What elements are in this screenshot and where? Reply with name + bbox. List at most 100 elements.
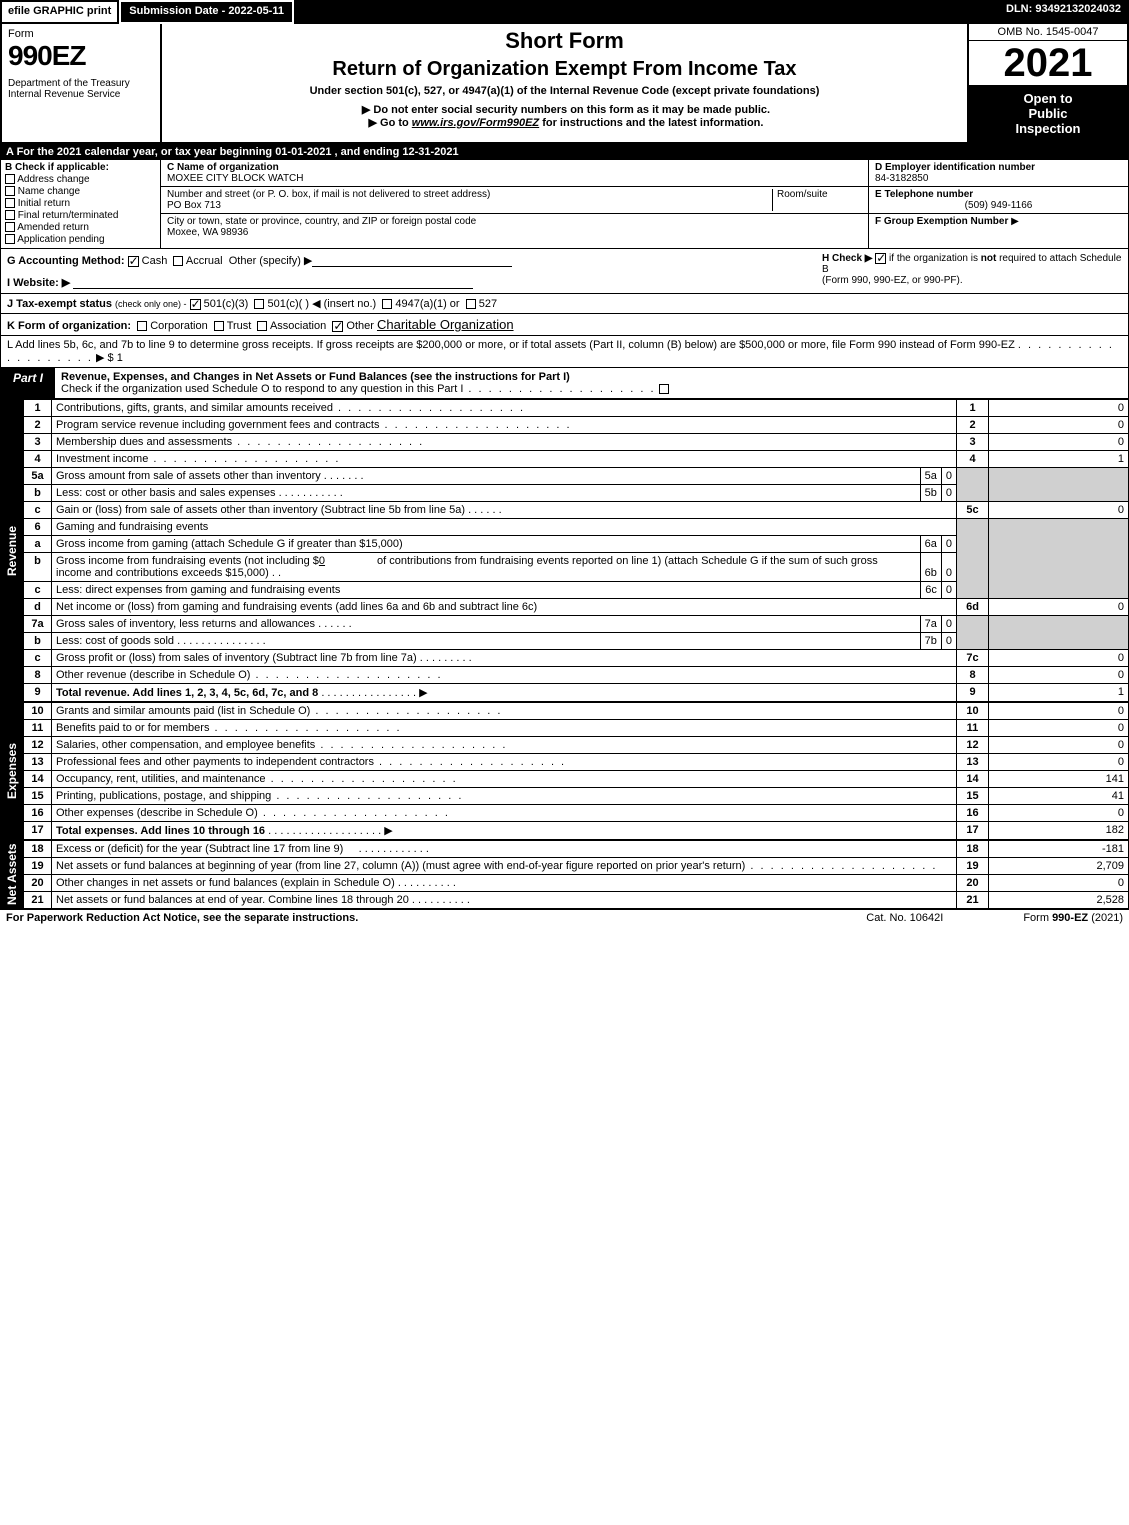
line-7a: 7aGross sales of inventory, less returns… [24, 616, 1129, 633]
line-5c: cGain or (loss) from sale of assets othe… [24, 502, 1129, 519]
j-4947-checkbox[interactable] [382, 299, 392, 309]
h-label: H Check ▶ [822, 253, 872, 264]
line-15: 15Printing, publications, postage, and s… [24, 788, 1129, 805]
header-mid: Short Form Return of Organization Exempt… [162, 24, 967, 142]
dln-label: DLN: 93492132024032 [998, 0, 1129, 24]
line-4: 4Investment income41 [24, 451, 1129, 468]
chk-name[interactable]: Name change [5, 186, 156, 197]
line-20: 20Other changes in net assets or fund ba… [24, 875, 1129, 892]
part1-header: Part I Revenue, Expenses, and Changes in… [0, 368, 1129, 399]
part1-checkbox[interactable] [659, 384, 669, 394]
form-word: Form [8, 28, 154, 40]
g-label: G Accounting Method: [7, 255, 125, 267]
h-text1: if the organization is [889, 253, 981, 264]
part1-title: Revenue, Expenses, and Changes in Net As… [55, 368, 1128, 398]
omb-number: OMB No. 1545-0047 [969, 24, 1127, 41]
short-form-title: Short Form [168, 28, 961, 54]
row-ghi: G Accounting Method: Cash Accrual Other … [0, 249, 1129, 294]
ghi-left: G Accounting Method: Cash Accrual Other … [7, 253, 822, 289]
cash-checkbox[interactable] [128, 256, 139, 267]
j-527-checkbox[interactable] [466, 299, 476, 309]
line-16: 16Other expenses (describe in Schedule O… [24, 805, 1129, 822]
netassets-section: Net Assets 18Excess or (deficit) for the… [0, 840, 1129, 909]
j-501c-checkbox[interactable] [254, 299, 264, 309]
line-6d: dNet income or (loss) from gaming and fu… [24, 599, 1129, 616]
open-public: Open to Public Inspection [969, 85, 1127, 142]
k-trust: Trust [227, 320, 252, 332]
org-name: MOXEE CITY BLOCK WATCH [167, 173, 862, 184]
line-7c: cGross profit or (loss) from sales of in… [24, 650, 1129, 667]
line-10: 10Grants and similar amounts paid (list … [24, 703, 1129, 720]
efile-label[interactable]: efile GRAPHIC print [0, 0, 119, 24]
city-label: City or town, state or province, country… [167, 216, 862, 227]
phone: (509) 949-1166 [875, 200, 1122, 211]
section-a: A For the 2021 calendar year, or tax yea… [0, 144, 1129, 160]
ein: 84-3182850 [875, 173, 1122, 184]
chk-pending[interactable]: Application pending [5, 234, 156, 245]
k-trust-checkbox[interactable] [214, 321, 224, 331]
line-21: 21Net assets or fund balances at end of … [24, 892, 1129, 909]
chk-final[interactable]: Final return/terminated [5, 210, 156, 221]
group-label: F Group Exemption Number [875, 216, 1008, 227]
other-input[interactable] [312, 253, 512, 267]
b-title: B Check if applicable: [5, 162, 156, 173]
chk-address[interactable]: Address change [5, 174, 156, 185]
h-checkbox[interactable] [875, 253, 886, 264]
room-label: Room/suite [772, 189, 862, 211]
j-501c3: 501(c)(3) [204, 298, 249, 310]
group-block: F Group Exemption Number ▶ [869, 214, 1128, 229]
tax-year: 2021 [969, 41, 1127, 85]
header-left: Form 990EZ Department of the Treasury In… [2, 24, 162, 142]
cash-label: Cash [142, 255, 168, 267]
line-19: 19Net assets or fund balances at beginni… [24, 858, 1129, 875]
line-1: 1Contributions, gifts, grants, and simil… [24, 400, 1129, 417]
j-501c3-checkbox[interactable] [190, 299, 201, 310]
row-g: G Accounting Method: Cash Accrual Other … [7, 253, 822, 267]
part1-check: Check if the organization used Schedule … [61, 383, 463, 395]
h-not: not [981, 253, 997, 264]
no-ssn-note: Do not enter social security numbers on … [168, 103, 961, 116]
netassets-side-label: Net Assets [1, 840, 23, 909]
k-assoc-checkbox[interactable] [257, 321, 267, 331]
l-val: $ 1 [108, 352, 123, 364]
city: Moxee, WA 98936 [167, 227, 862, 238]
k-other-checkbox[interactable] [332, 321, 343, 332]
h-text3: (Form 990, 990-EZ, or 990-PF). [822, 275, 963, 286]
expenses-side-label: Expenses [1, 702, 23, 840]
no-ssn-text: Do not enter social security numbers on … [373, 104, 770, 116]
charitable-org: Charitable Organization [377, 317, 514, 332]
footer-left: For Paperwork Reduction Act Notice, see … [6, 912, 866, 924]
phone-block: E Telephone number (509) 949-1166 [869, 187, 1128, 214]
netassets-table: 18Excess or (deficit) for the year (Subt… [23, 840, 1129, 909]
submission-date: Submission Date - 2022-05-11 [119, 0, 294, 24]
k-corp-checkbox[interactable] [137, 321, 147, 331]
line-2: 2Program service revenue including gover… [24, 417, 1129, 434]
revenue-section: Revenue 1Contributions, gifts, grants, a… [0, 399, 1129, 702]
open3: Inspection [973, 121, 1123, 136]
ein-label: D Employer identification number [875, 162, 1122, 173]
accrual-checkbox[interactable] [173, 256, 183, 266]
website-input[interactable] [73, 275, 473, 289]
street-block: Number and street (or P. O. box, if mail… [161, 187, 868, 214]
goto-link[interactable]: www.irs.gov/Form990EZ [412, 117, 539, 129]
chk-initial[interactable]: Initial return [5, 198, 156, 209]
k-corp: Corporation [150, 320, 207, 332]
row-j: J Tax-exempt status (check only one) - 5… [0, 294, 1129, 314]
col-b: B Check if applicable: Address change Na… [1, 160, 161, 248]
footer-mid: Cat. No. 10642I [866, 912, 943, 924]
6b-amount: 0 [319, 555, 325, 567]
col-d: D Employer identification number 84-3182… [868, 160, 1128, 248]
topbar-spacer [294, 0, 998, 24]
i-label: I Website: ▶ [7, 277, 70, 289]
line-14: 14Occupancy, rent, utilities, and mainte… [24, 771, 1129, 788]
line-11: 11Benefits paid to or for members110 [24, 720, 1129, 737]
chk-amended[interactable]: Amended return [5, 222, 156, 233]
j-label: J Tax-exempt status [7, 298, 112, 310]
line-17: 17Total expenses. Add lines 10 through 1… [24, 822, 1129, 840]
line-12: 12Salaries, other compensation, and empl… [24, 737, 1129, 754]
revenue-side-label: Revenue [1, 399, 23, 702]
under-section: Under section 501(c), 527, or 4947(a)(1)… [168, 85, 961, 97]
street-label: Number and street (or P. O. box, if mail… [167, 189, 772, 200]
department-label: Department of the Treasury Internal Reve… [8, 78, 154, 100]
goto-note: Go to www.irs.gov/Form990EZ for instruct… [168, 116, 961, 129]
